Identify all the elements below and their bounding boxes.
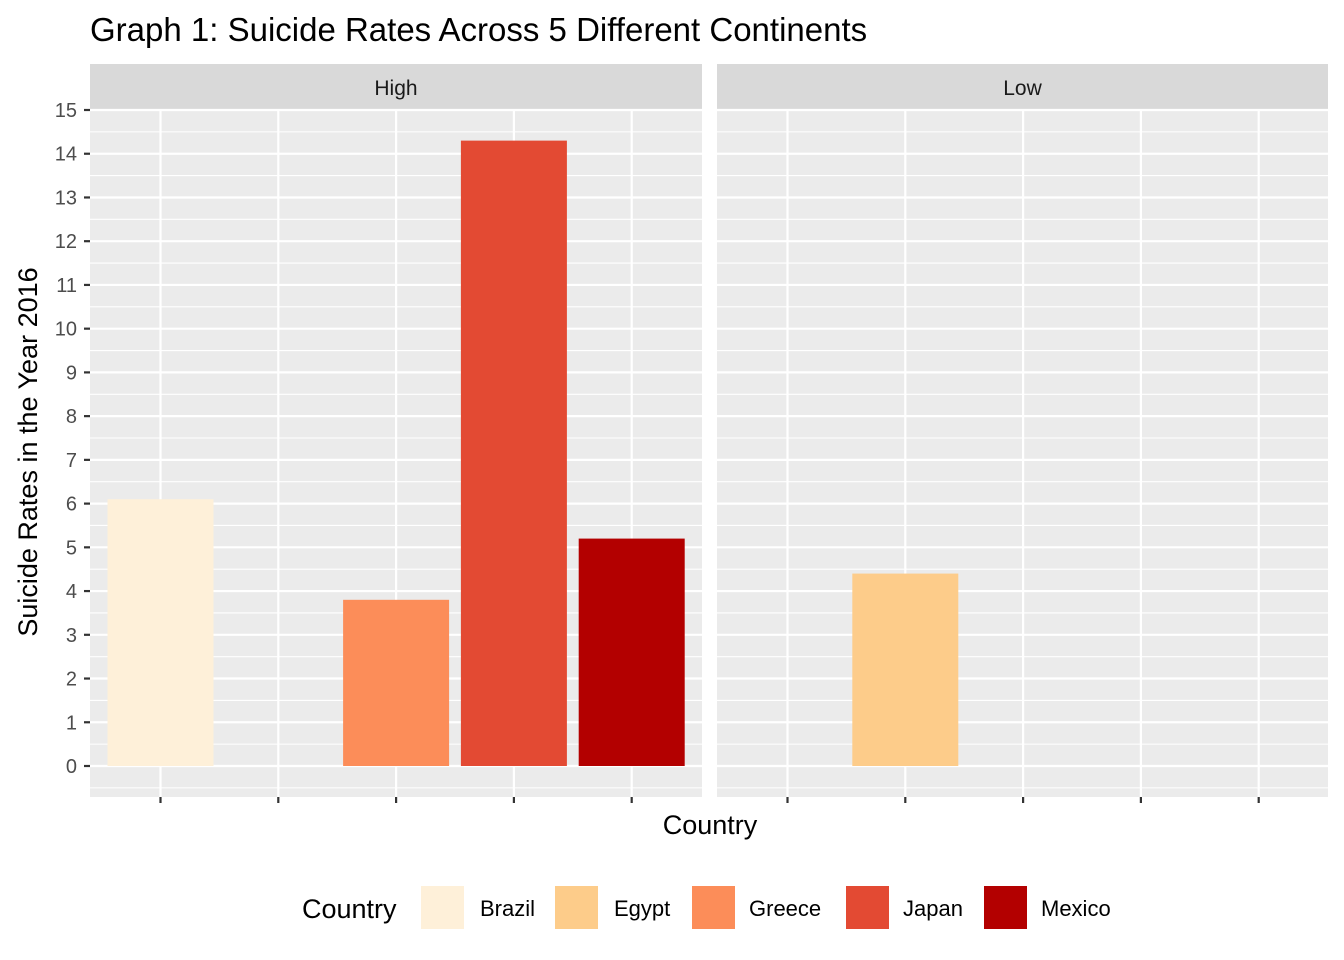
legend-swatch — [419, 884, 466, 931]
y-tick-label: 12 — [55, 231, 77, 253]
bar-mexico — [578, 538, 685, 766]
bar-brazil — [107, 499, 214, 766]
legend-swatch — [982, 884, 1029, 931]
y-tick-label: 5 — [66, 537, 77, 559]
y-tick-label: 4 — [66, 581, 77, 603]
y-tick-label: 15 — [55, 100, 77, 122]
y-tick-label: 9 — [66, 362, 77, 384]
legend-swatch — [690, 884, 737, 931]
bar-greece — [343, 599, 450, 766]
legend-item-brazil: Brazil — [419, 884, 535, 931]
x-axis-title: Country — [663, 810, 758, 840]
x-axis — [159, 797, 1260, 803]
legend-title: Country — [302, 894, 397, 924]
facet-panel-high: High — [90, 64, 702, 797]
y-tick-label: 14 — [55, 144, 77, 166]
y-tick-label: 3 — [66, 625, 77, 647]
legend: Country Brazil Egypt Greece Japan Mexico — [302, 884, 1111, 931]
y-tick-label: 2 — [66, 669, 77, 691]
legend-item-mexico: Mexico — [982, 884, 1111, 931]
facet-strip — [717, 64, 1328, 110]
legend-item-egypt: Egypt — [553, 884, 670, 931]
chart-title: Graph 1: Suicide Rates Across 5 Differen… — [90, 11, 867, 48]
legend-label: Mexico — [1041, 896, 1111, 921]
legend-label: Japan — [903, 896, 963, 921]
legend-swatch — [844, 884, 891, 931]
y-tick-label: 7 — [66, 450, 77, 472]
facet-strip — [90, 64, 702, 110]
y-tick-label: 6 — [66, 494, 77, 516]
y-tick-label: 8 — [66, 406, 77, 428]
y-tick-label: 0 — [66, 756, 77, 778]
legend-item-japan: Japan — [844, 884, 963, 931]
y-tick-label: 11 — [56, 275, 77, 297]
facet-strip-label: High — [374, 77, 417, 100]
y-tick-label: 10 — [55, 319, 77, 341]
legend-label: Egypt — [614, 896, 670, 921]
bar-egypt — [852, 573, 959, 766]
y-axis-title: Suicide Rates in the Year 2016 — [13, 267, 43, 636]
legend-label: Brazil — [480, 896, 535, 921]
legend-label: Greece — [749, 896, 821, 921]
y-tick-label: 13 — [55, 187, 77, 209]
facet-strip-label: Low — [1003, 77, 1042, 100]
legend-item-greece: Greece — [690, 884, 821, 931]
facet-panel-low: Low — [717, 64, 1328, 797]
y-tick-label: 1 — [66, 712, 77, 734]
legend-swatch — [553, 884, 600, 931]
facet-panels: High Low — [90, 64, 1328, 797]
bar-japan — [460, 140, 567, 766]
